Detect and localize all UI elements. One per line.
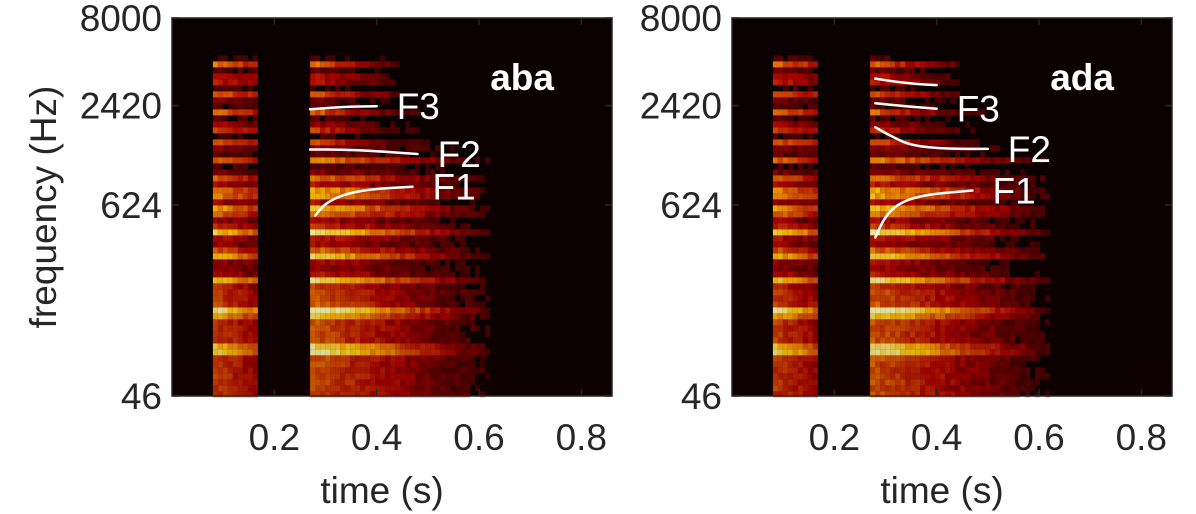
y-tick-label: 8000 — [80, 0, 162, 39]
y-tick-label: 8000 — [640, 0, 722, 39]
axes-frame — [731, 17, 1173, 397]
formant-label-f3: F3 — [957, 89, 1000, 130]
axis-ticks: 0.2 0.4 0.6 0.8 46 624 2420 8000 — [640, 0, 1172, 458]
x-tick-label: 0.8 — [556, 417, 607, 458]
formant-track-f4 — [874, 77, 938, 87]
panel-title: aba — [490, 57, 554, 98]
formant-label-f2: F2 — [1008, 129, 1051, 170]
x-axis-label: time (s) — [880, 470, 1003, 511]
x-tick-label: 0.8 — [1116, 417, 1167, 458]
axis-ticks: 0.2 0.4 0.6 0.8 46 624 2420 8000 — [80, 0, 612, 458]
axes-frame — [171, 17, 613, 397]
y-tick-label: 46 — [121, 376, 162, 417]
spectrogram-heatmap — [732, 18, 1172, 398]
heatmap-fade — [732, 18, 1172, 396]
formant-label-f1: F1 — [993, 171, 1036, 212]
formant-track-f3 — [308, 104, 378, 111]
y-tick-label: 2420 — [80, 86, 162, 127]
spectrogram-heatmap — [172, 18, 612, 398]
x-tick-label: 0.4 — [351, 417, 402, 458]
formant-label-f3: F3 — [397, 86, 440, 127]
formant-label-f1: F1 — [433, 167, 476, 208]
x-tick-label: 0.2 — [809, 417, 860, 458]
formant-track-f2 — [874, 126, 990, 151]
y-tick-label: 624 — [660, 185, 722, 226]
formant-track-f3 — [874, 101, 938, 110]
formant-track-f2 — [308, 148, 419, 156]
y-tick-label: 624 — [100, 185, 162, 226]
formant-label-f2: F2 — [438, 134, 481, 175]
x-tick-label: 0.6 — [1013, 417, 1064, 458]
y-axis-label: frequency (Hz) — [23, 86, 64, 329]
x-tick-label: 0.6 — [453, 417, 504, 458]
x-axis-label: time (s) — [320, 470, 443, 511]
heatmap-fade — [172, 18, 612, 396]
formant-track-f1 — [874, 189, 974, 239]
x-tick-label: 0.2 — [249, 417, 300, 458]
panel-title: ada — [1050, 57, 1114, 98]
y-tick-label: 46 — [681, 376, 722, 417]
y-tick-label: 2420 — [640, 86, 722, 127]
formant-track-f1 — [314, 185, 414, 217]
x-tick-label: 0.4 — [911, 417, 962, 458]
